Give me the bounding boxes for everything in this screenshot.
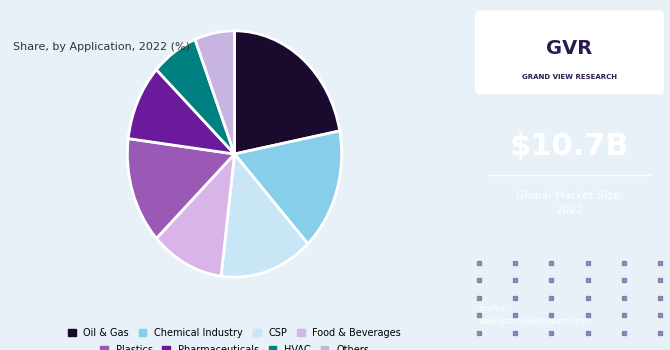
Text: GRAND VIEW RESEARCH: GRAND VIEW RESEARCH: [522, 74, 617, 80]
Text: Source:
www.grandviewresearch.com: Source: www.grandviewresearch.com: [479, 304, 592, 326]
Legend: Oil & Gas, Chemical Industry, CSP, Food & Beverages: Oil & Gas, Chemical Industry, CSP, Food …: [64, 324, 405, 342]
FancyBboxPatch shape: [475, 10, 664, 94]
Text: Global Market Size,
2022: Global Market Size, 2022: [516, 191, 623, 215]
Legend: Plastics, Pharmaceuticals, HVAC, Others: Plastics, Pharmaceuticals, HVAC, Others: [96, 341, 373, 350]
Text: $10.7B: $10.7B: [510, 133, 629, 161]
Wedge shape: [195, 31, 234, 154]
Wedge shape: [156, 154, 234, 276]
Text: Share, by Application, 2022 (%): Share, by Application, 2022 (%): [13, 42, 190, 52]
Wedge shape: [234, 31, 340, 154]
Wedge shape: [128, 70, 234, 154]
Wedge shape: [156, 40, 234, 154]
Wedge shape: [127, 139, 234, 238]
Wedge shape: [234, 131, 342, 244]
Wedge shape: [221, 154, 308, 277]
Text: GVR: GVR: [546, 40, 593, 58]
